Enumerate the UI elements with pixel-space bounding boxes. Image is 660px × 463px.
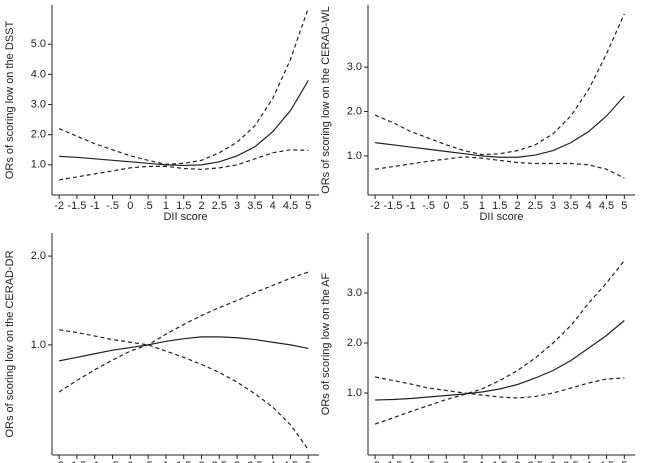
y-tick-label: 1.0 — [31, 159, 46, 171]
x-tick-label: 4.5 — [283, 460, 298, 463]
x-tick-label: 1 — [163, 200, 169, 212]
x-tick-label: 1 — [479, 460, 485, 463]
y-axis-label: ORs of scoring low on the AF — [320, 272, 332, 415]
x-tick-label: 0 — [127, 200, 133, 212]
x-tick-label: 4 — [270, 460, 276, 463]
series-line — [374, 13, 625, 156]
x-tick-label: 4 — [270, 200, 276, 212]
x-tick-label: 3 — [550, 460, 556, 463]
x-tick-label: -1 — [406, 460, 416, 463]
x-tick-label: -.5 — [106, 200, 119, 212]
series-line — [58, 7, 309, 165]
x-tick-label: -1.5 — [383, 200, 402, 212]
x-tick-label: 3 — [550, 200, 556, 212]
y-tick-label: 2.0 — [31, 250, 46, 262]
x-tick-label: -1.5 — [383, 460, 402, 463]
x-tick-label: 5 — [621, 460, 627, 463]
x-tick-label: 0 — [443, 200, 449, 212]
x-tick-label: 5 — [305, 460, 311, 463]
x-tick-label: 4.5 — [283, 200, 298, 212]
y-tick-label: 3.0 — [347, 61, 362, 73]
x-tick-label: -1.5 — [67, 460, 86, 463]
series-line — [374, 260, 625, 425]
x-tick-label: 2.5 — [528, 460, 543, 463]
x-tick-label: 2 — [198, 460, 204, 463]
y-tick-label: 2.0 — [347, 337, 362, 349]
x-tick-label: 4 — [586, 460, 592, 463]
x-tick-label: -1.5 — [67, 200, 86, 212]
x-tick-label: 0 — [443, 460, 449, 463]
x-tick-label: 2.5 — [212, 200, 227, 212]
y-axis-label: ORs of scoring low on the CERAD-WL — [320, 6, 332, 194]
y-axis-label: ORs of scoring low on the CERAD-DR — [4, 250, 16, 437]
x-tick-label: 1.5 — [176, 460, 191, 463]
x-tick-label: 2 — [514, 200, 520, 212]
y-tick-label: 5.0 — [31, 38, 46, 50]
x-tick-label: 3.5 — [563, 200, 578, 212]
series-line — [375, 95, 625, 158]
y-tick-label: 1.0 — [347, 150, 362, 162]
x-tick-label: -2 — [370, 200, 380, 212]
x-tick-label: 3.5 — [247, 200, 262, 212]
x-tick-label: 2.5 — [528, 200, 543, 212]
series-line — [375, 376, 625, 399]
x-tick-label: 5 — [621, 200, 627, 212]
x-tick-label: 4.5 — [599, 460, 614, 463]
series-line — [375, 156, 625, 179]
x-tick-label: .5 — [144, 460, 153, 463]
x-tick-label: -.5 — [422, 200, 435, 212]
x-tick-label: 3 — [234, 200, 240, 212]
x-tick-label: -.5 — [106, 460, 119, 463]
x-tick-label: 1.5 — [492, 460, 507, 463]
series-line — [59, 336, 309, 362]
x-tick-label: 1 — [163, 460, 169, 463]
x-tick-label: -2 — [370, 460, 380, 463]
x-tick-label: .5 — [460, 200, 469, 212]
x-tick-label: 1.5 — [492, 200, 507, 212]
x-tick-label: 2 — [198, 200, 204, 212]
x-axis-label: DII score — [479, 211, 523, 223]
x-tick-label: 1 — [479, 200, 485, 212]
x-tick-label: -1 — [406, 200, 416, 212]
y-tick-label: 3.0 — [31, 98, 46, 110]
x-tick-label: .5 — [460, 460, 469, 463]
y-tick-label: 1.0 — [31, 339, 46, 351]
x-tick-label: -2 — [54, 460, 64, 463]
series-line — [59, 329, 309, 451]
x-tick-label: -.5 — [422, 460, 435, 463]
x-tick-label: -1 — [90, 460, 100, 463]
y-tick-label: 4.0 — [31, 68, 46, 80]
x-tick-label: 1.5 — [176, 200, 191, 212]
x-tick-label: 2 — [514, 460, 520, 463]
x-tick-label: -2 — [54, 200, 64, 212]
y-tick-label: 2.0 — [31, 129, 46, 141]
series-line — [59, 80, 309, 167]
x-tick-label: -1 — [90, 200, 100, 212]
y-tick-label: 3.0 — [347, 287, 362, 299]
x-tick-label: 3.5 — [563, 460, 578, 463]
x-tick-label: .5 — [144, 200, 153, 212]
x-tick-label: 2.5 — [212, 460, 227, 463]
x-tick-label: 3 — [234, 460, 240, 463]
series-line — [59, 149, 309, 181]
x-tick-label: 4 — [586, 200, 592, 212]
series-line — [375, 320, 625, 401]
y-tick-label: 2.0 — [347, 105, 362, 117]
x-tick-label: 5 — [305, 200, 311, 212]
y-tick-label: 1.0 — [347, 387, 362, 399]
y-axis-label: ORs of scoring low on the DSST — [4, 21, 16, 180]
x-tick-label: 4.5 — [599, 200, 614, 212]
x-tick-label: 0 — [127, 460, 133, 463]
x-axis-label: DII score — [163, 211, 207, 223]
series-line — [58, 271, 309, 393]
x-tick-label: 3.5 — [247, 460, 262, 463]
